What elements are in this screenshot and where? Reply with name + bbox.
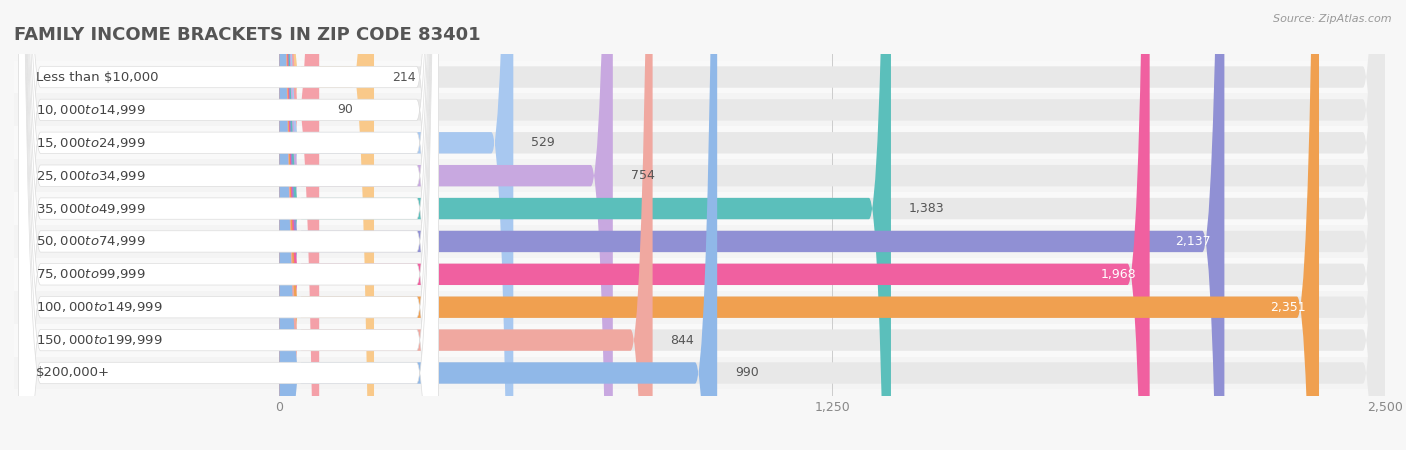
FancyBboxPatch shape: [18, 0, 439, 450]
FancyBboxPatch shape: [18, 0, 439, 450]
Text: Source: ZipAtlas.com: Source: ZipAtlas.com: [1274, 14, 1392, 23]
Text: 529: 529: [531, 136, 555, 149]
FancyBboxPatch shape: [18, 0, 439, 450]
FancyBboxPatch shape: [280, 0, 1385, 450]
FancyBboxPatch shape: [18, 0, 439, 450]
FancyBboxPatch shape: [280, 0, 319, 450]
Bar: [14, 159, 1385, 192]
FancyBboxPatch shape: [280, 0, 1385, 450]
Text: $35,000 to $49,999: $35,000 to $49,999: [37, 202, 146, 216]
FancyBboxPatch shape: [280, 0, 1385, 450]
Text: 754: 754: [630, 169, 654, 182]
Text: 214: 214: [392, 71, 415, 84]
FancyBboxPatch shape: [280, 0, 1385, 450]
Bar: [14, 258, 1385, 291]
Text: 90: 90: [337, 104, 353, 117]
Text: $10,000 to $14,999: $10,000 to $14,999: [37, 103, 146, 117]
Text: 990: 990: [735, 366, 759, 379]
Bar: [14, 324, 1385, 356]
Text: $50,000 to $74,999: $50,000 to $74,999: [37, 234, 146, 248]
FancyBboxPatch shape: [280, 0, 513, 450]
FancyBboxPatch shape: [280, 0, 891, 450]
Text: $15,000 to $24,999: $15,000 to $24,999: [37, 136, 146, 150]
FancyBboxPatch shape: [18, 0, 439, 450]
FancyBboxPatch shape: [280, 0, 1385, 450]
Bar: [14, 225, 1385, 258]
Text: Less than $10,000: Less than $10,000: [37, 71, 159, 84]
Bar: [14, 356, 1385, 389]
Text: $25,000 to $34,999: $25,000 to $34,999: [37, 169, 146, 183]
Text: 2,351: 2,351: [1270, 301, 1306, 314]
Bar: [14, 192, 1385, 225]
FancyBboxPatch shape: [18, 0, 439, 450]
FancyBboxPatch shape: [18, 0, 439, 450]
FancyBboxPatch shape: [280, 0, 1385, 450]
Bar: [14, 94, 1385, 126]
FancyBboxPatch shape: [280, 0, 613, 450]
FancyBboxPatch shape: [18, 0, 439, 450]
Text: 1,383: 1,383: [908, 202, 945, 215]
FancyBboxPatch shape: [18, 0, 439, 450]
Bar: [14, 291, 1385, 324]
FancyBboxPatch shape: [280, 0, 1385, 450]
Bar: [14, 61, 1385, 94]
Text: 1,968: 1,968: [1101, 268, 1136, 281]
FancyBboxPatch shape: [280, 0, 1150, 450]
FancyBboxPatch shape: [18, 0, 439, 450]
FancyBboxPatch shape: [280, 0, 1385, 450]
FancyBboxPatch shape: [280, 0, 1319, 450]
FancyBboxPatch shape: [280, 0, 1385, 450]
Text: $100,000 to $149,999: $100,000 to $149,999: [37, 300, 163, 314]
FancyBboxPatch shape: [280, 0, 374, 450]
FancyBboxPatch shape: [280, 0, 1225, 450]
Text: $150,000 to $199,999: $150,000 to $199,999: [37, 333, 163, 347]
Bar: [14, 126, 1385, 159]
Text: $200,000+: $200,000+: [37, 366, 110, 379]
Text: $75,000 to $99,999: $75,000 to $99,999: [37, 267, 146, 281]
Text: 2,137: 2,137: [1175, 235, 1211, 248]
Text: 844: 844: [671, 333, 695, 346]
FancyBboxPatch shape: [280, 0, 717, 450]
FancyBboxPatch shape: [280, 0, 652, 450]
Text: FAMILY INCOME BRACKETS IN ZIP CODE 83401: FAMILY INCOME BRACKETS IN ZIP CODE 83401: [14, 26, 481, 44]
FancyBboxPatch shape: [280, 0, 1385, 450]
